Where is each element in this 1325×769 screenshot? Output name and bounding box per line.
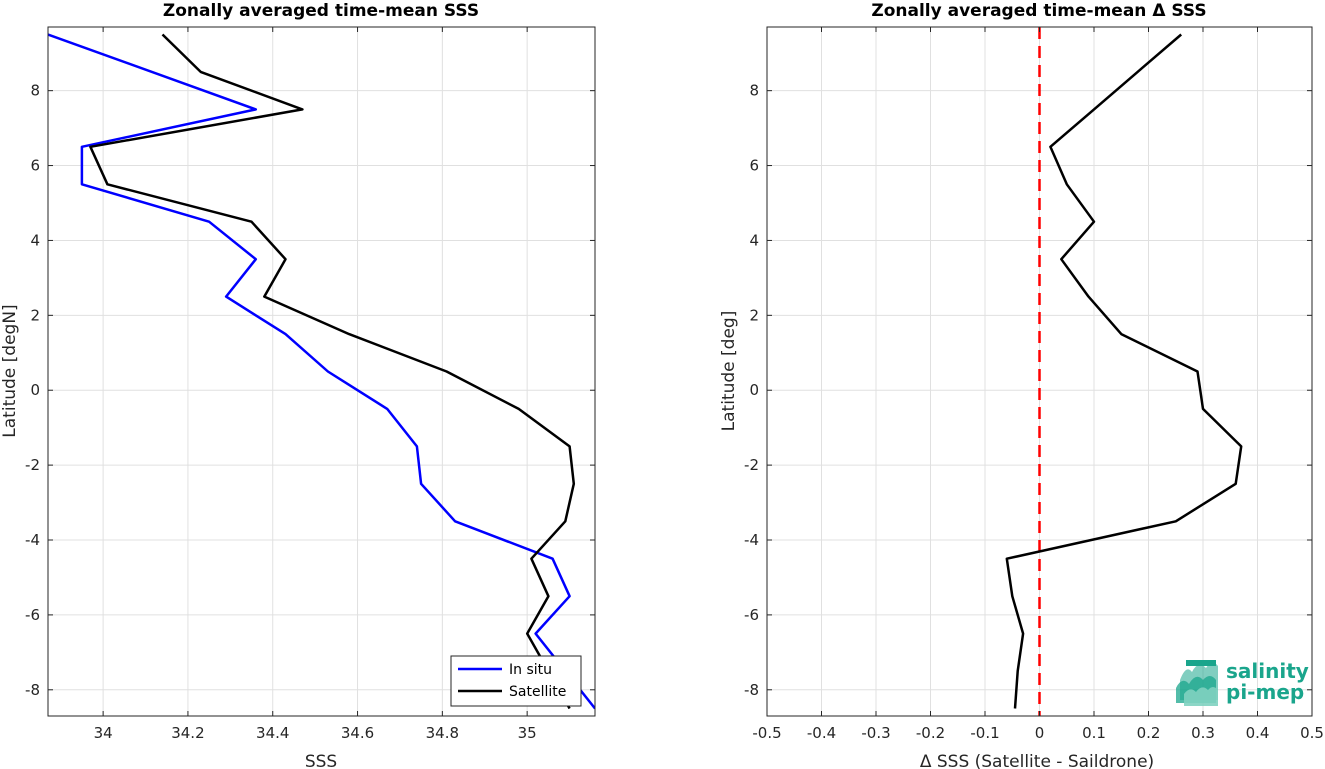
right-x-tick-label: -0.3 <box>861 724 890 742</box>
left-x-tick-label: 34.8 <box>426 724 459 742</box>
right-y-tick-label: -8 <box>744 681 759 699</box>
right-x-tick-label: -0.2 <box>916 724 945 742</box>
left-y-tick-label: 4 <box>30 231 40 249</box>
left-x-tick-label: 34 <box>94 724 113 742</box>
left-grid <box>48 27 595 716</box>
right-y-tick-label: 0 <box>749 381 759 399</box>
right-x-tick-label: 0.4 <box>1246 724 1270 742</box>
logo-text-line1: salinity <box>1226 659 1309 683</box>
right-x-tick-label: 0.3 <box>1191 724 1215 742</box>
left-series-layer <box>48 33 595 710</box>
left-y-tick-label: 8 <box>30 82 40 100</box>
right-ticks: -0.5 -0.4 -0.3 -0.2 -0.1 0 0.1 0.2 0.3 0.4 0.5 -8 -6… <box>744 27 1324 742</box>
logo-text-line2: pi-mep <box>1226 680 1304 704</box>
left-x-tick-label: 34.6 <box>341 724 374 742</box>
left-y-tick-label: -2 <box>25 456 40 474</box>
left-plot-frame <box>47 26 596 717</box>
left-x-tick-label: 35 <box>518 724 537 742</box>
right-title: Zonally averaged time-mean Δ SSS <box>871 1 1206 21</box>
right-y-tick-label: 4 <box>749 231 759 249</box>
left-plot-panel: 34 34.2 34.4 34.6 34.8 35 -8 -6 -4 -2 0 2 4 6 8 Zonall… <box>0 1 596 769</box>
right-y-tick-label: 2 <box>749 306 759 324</box>
right-x-tick-label: 0.1 <box>1082 724 1106 742</box>
left-title: Zonally averaged time-mean SSS <box>163 1 479 21</box>
right-plot-panel: -0.5 -0.4 -0.3 -0.2 -0.1 0 0.1 0.2 0.3 0.4 0.5 -8 -6… <box>719 1 1324 769</box>
legend-box <box>450 655 582 707</box>
legend-label-satellite: Satellite <box>509 684 566 700</box>
left-y-tick-label: 2 <box>30 306 40 324</box>
right-x-tick-label: -0.5 <box>752 724 781 742</box>
wave-logo-icon <box>1176 660 1218 706</box>
right-y-axis-label: Latitude [deg] <box>719 311 739 432</box>
right-series-layer <box>1005 27 1243 716</box>
left-y-tick-label: 6 <box>30 157 40 175</box>
legend: In situ Satellite <box>450 655 582 707</box>
left-y-tick-label: 0 <box>30 381 40 399</box>
left-series-line-satellite <box>89 33 576 710</box>
right-x-tick-label: -0.4 <box>807 724 836 742</box>
left-y-tick-label: -8 <box>25 681 40 699</box>
right-y-tick-label: 6 <box>749 157 759 175</box>
left-y-tick-label: -6 <box>25 606 40 624</box>
right-y-tick-label: 8 <box>749 82 759 100</box>
right-y-tick-label: -2 <box>744 456 759 474</box>
right-series-line-delta-sss <box>1005 33 1243 709</box>
legend-label-in-situ: In situ <box>509 662 552 678</box>
right-x-tick-label: -0.1 <box>970 724 999 742</box>
right-x-axis-label: Δ SSS (Satellite - Saildrone) <box>920 752 1154 769</box>
left-series-line-in-situ <box>48 33 595 710</box>
left-x-tick-label: 34.4 <box>256 724 289 742</box>
left-y-tick-label: -4 <box>25 531 40 549</box>
left-x-axis-label: SSS <box>305 752 337 769</box>
salinity-pi-mep-logo: salinity pi-mep <box>1176 659 1309 706</box>
left-y-axis-label: Latitude [degN] <box>0 304 20 437</box>
left-x-tick-label: 34.2 <box>171 724 204 742</box>
right-x-tick-label: 0 <box>1035 724 1045 742</box>
right-x-tick-label: 0.2 <box>1137 724 1161 742</box>
right-x-tick-label: 0.5 <box>1300 724 1324 742</box>
right-y-tick-label: -6 <box>744 606 759 624</box>
left-ticks: 34 34.2 34.4 34.6 34.8 35 -8 -6 -4 -2 0 2 4 6 8 <box>25 27 595 742</box>
right-y-tick-label: -4 <box>744 531 759 549</box>
